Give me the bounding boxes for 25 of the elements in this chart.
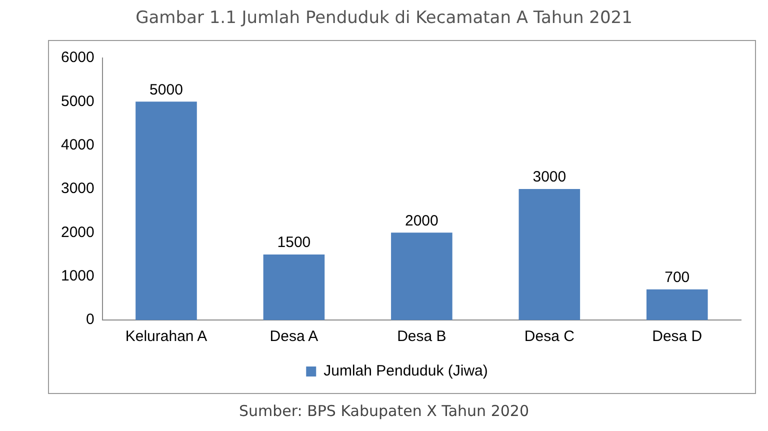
y-tick-label: 4000	[60, 136, 94, 154]
data-label: 700	[664, 269, 690, 286]
x-tick-label: Desa A	[270, 328, 318, 346]
y-tick-label: 6000	[60, 49, 94, 66]
bar	[391, 232, 452, 320]
chart-title: Gambar 1.1 Jumlah Penduduk di Kecamatan A Tahun 2021	[134, 8, 634, 28]
data-label: 2000	[404, 212, 438, 230]
x-tick-label: Kelurahan A	[125, 328, 208, 346]
data-label: 1500	[277, 234, 311, 252]
data-label: 3000	[532, 168, 566, 186]
bar	[518, 189, 580, 320]
y-tick-label: 0	[86, 311, 94, 328]
x-tick-label: Desa D	[652, 328, 702, 346]
y-tick-label: 5000	[60, 92, 94, 110]
bar	[646, 289, 708, 320]
bar	[263, 254, 325, 320]
y-tick-label: 2000	[60, 224, 94, 241]
y-tick-label: 1000	[60, 267, 94, 284]
x-tick-label: Desa C	[524, 328, 575, 346]
y-tick-label: 3000	[60, 180, 94, 198]
x-tick-label: Desa B	[397, 328, 446, 346]
legend-label: Jumlah Penduduk (Jiwa)	[324, 362, 488, 380]
bar	[136, 102, 197, 320]
data-label: 5000	[150, 81, 183, 98]
text: Sumber: BPS Kabupaten X Tahun 2020	[238, 402, 530, 420]
